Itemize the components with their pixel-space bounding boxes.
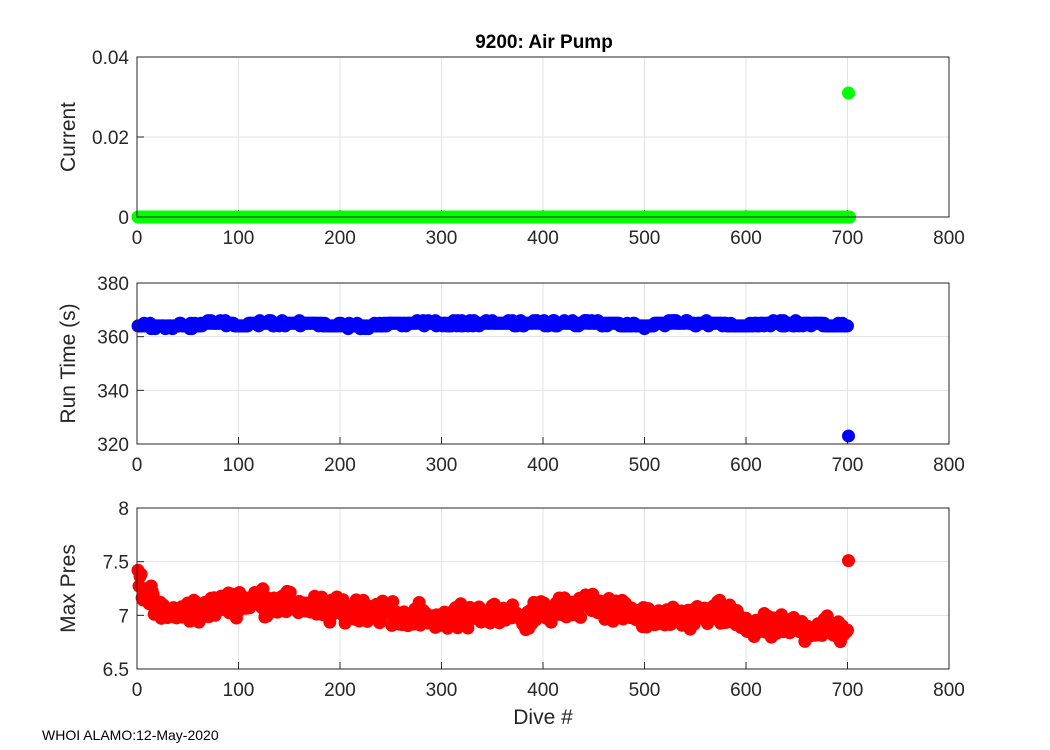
x-tick-label: 500 xyxy=(629,680,661,701)
figure-title: 9200: Air Pump xyxy=(475,32,613,53)
x-tick-label: 100 xyxy=(223,680,255,701)
panel-3: 0 100 200 300 400 500 600 700 800 6.5 7 7.5 8 Max Pre… xyxy=(57,499,965,701)
data-point xyxy=(386,595,400,609)
y-axis-label: Current xyxy=(57,102,80,172)
x-tick-label: 600 xyxy=(730,455,762,476)
x-tick-label: 500 xyxy=(629,455,661,476)
x-tick-label: 100 xyxy=(223,455,255,476)
panel-1: 0 100 200 300 400 500 600 700 800 0 0.02 0.04 Curren… xyxy=(57,48,965,249)
y-tick-label: 380 xyxy=(97,274,129,295)
data-point xyxy=(842,429,856,443)
x-tick-label: 300 xyxy=(426,680,458,701)
y-tick-label: 7 xyxy=(118,606,129,627)
x-tick-label: 700 xyxy=(832,680,864,701)
y-tick-label: 8 xyxy=(118,499,129,520)
panel-2: 0 100 200 300 400 500 600 700 800 320 340 360 380 Run… xyxy=(57,274,965,476)
data-point xyxy=(841,319,854,333)
x-tick-label: 800 xyxy=(933,455,965,476)
x-tick-label: 800 xyxy=(933,680,965,701)
x-tick-label: 0 xyxy=(132,455,143,476)
data-point xyxy=(841,623,854,637)
x-tick-label: 600 xyxy=(730,680,762,701)
x-tick-label: 400 xyxy=(527,228,559,249)
y-axis-label: Max Pres xyxy=(57,544,80,633)
y-tick-label: 320 xyxy=(97,435,129,456)
x-tick-label: 700 xyxy=(832,455,864,476)
data-point xyxy=(131,563,145,577)
x-tick-label: 600 xyxy=(730,228,762,249)
x-tick-label: 0 xyxy=(132,228,143,249)
x-tick-label: 400 xyxy=(527,455,559,476)
series-markers xyxy=(131,554,856,649)
x-tick-label: 700 xyxy=(832,228,864,249)
x-tick-label: 500 xyxy=(629,228,661,249)
series-markers xyxy=(131,314,856,443)
x-tick-label: 300 xyxy=(426,455,458,476)
x-axis-label: Dive # xyxy=(513,706,573,729)
x-tick-label: 800 xyxy=(933,228,965,249)
y-tick-label: 7.5 xyxy=(103,553,129,574)
y-axis-label: Run Time (s) xyxy=(57,303,80,423)
y-tick-label: 0 xyxy=(118,208,129,229)
y-tick-label: 0.04 xyxy=(92,48,129,69)
axes-frame xyxy=(136,282,950,445)
y-tick-label: 360 xyxy=(97,328,129,349)
y-tick-label: 340 xyxy=(97,381,129,402)
x-tick-label: 200 xyxy=(324,680,356,701)
footer-note: WHOI ALAMO:12-May-2020 xyxy=(42,727,219,743)
data-point xyxy=(461,621,475,635)
axes-frame xyxy=(136,507,950,670)
x-tick-label: 200 xyxy=(324,455,356,476)
data-point xyxy=(574,610,588,624)
axes-frame xyxy=(136,56,950,218)
data-point xyxy=(842,554,856,568)
x-tick-label: 200 xyxy=(324,228,356,249)
x-tick-label: 0 xyxy=(132,680,143,701)
y-tick-label: 0.02 xyxy=(92,128,129,149)
data-point xyxy=(283,585,297,599)
y-tick-label: 6.5 xyxy=(103,660,129,681)
data-point xyxy=(842,86,856,100)
x-tick-label: 400 xyxy=(527,680,559,701)
x-tick-label: 300 xyxy=(426,228,458,249)
x-tick-label: 100 xyxy=(223,228,255,249)
